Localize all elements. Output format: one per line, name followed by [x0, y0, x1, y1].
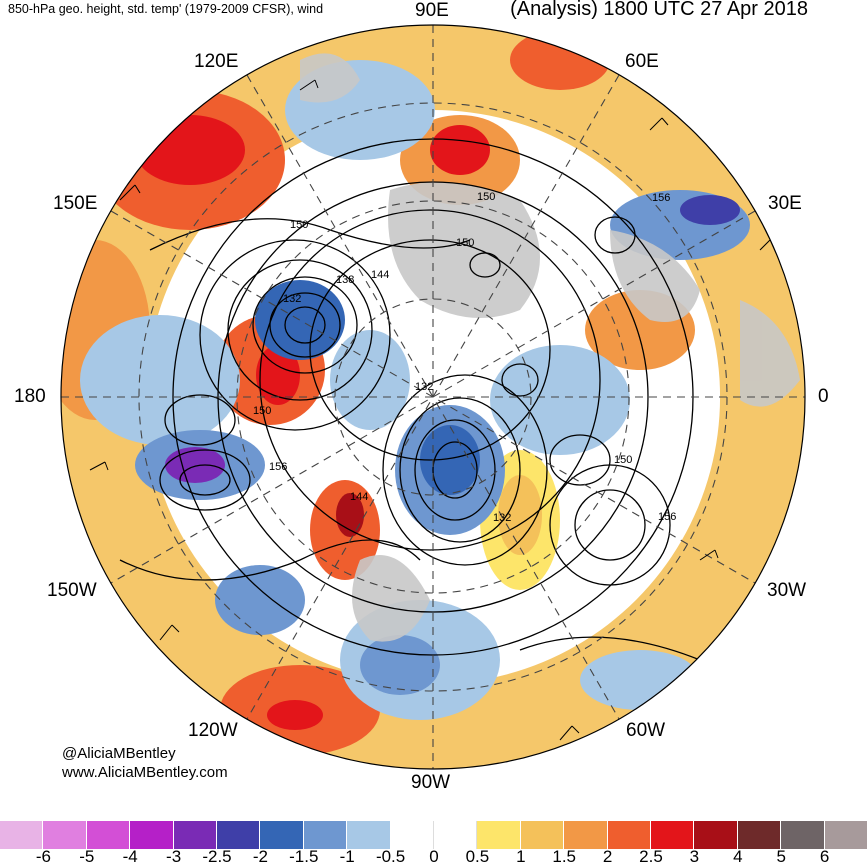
- colorbar-swatch: [217, 821, 261, 849]
- colorbar-tick-label: 2.5: [639, 847, 663, 866]
- polar-map: 150 138 144 132 150 150 156 132 144 132 …: [60, 24, 806, 770]
- colorbar-swatch: [607, 821, 651, 849]
- colorbar-tick-label: -0.5: [375, 847, 406, 866]
- lon-label-60w: 60W: [626, 720, 666, 741]
- colorbar-tick-label: 1: [516, 847, 526, 866]
- colorbar-swatch: [434, 821, 478, 849]
- contour-label: 150: [614, 454, 632, 466]
- colorbar-tick-label: 6: [819, 847, 830, 866]
- contour-label: 150: [456, 237, 474, 249]
- contour-label: 150: [253, 405, 271, 417]
- colorbar-swatch: [347, 821, 391, 849]
- colorbar-tick-label: -2: [252, 847, 268, 866]
- lon-label-60e: 60E: [625, 51, 659, 72]
- chart-subtitle: 850-hPa geo. height, std. temp' (1979-20…: [8, 2, 324, 16]
- colorbar-swatch: [477, 821, 521, 849]
- colorbar-swatch: [390, 821, 434, 849]
- colorbar-swatch: [0, 821, 44, 849]
- colorbar-swatch: [520, 821, 565, 849]
- colorbar-tick-label: 4: [733, 847, 743, 866]
- contour-label: 150: [477, 191, 495, 203]
- colorbar-tick-label: -4: [122, 847, 138, 866]
- lon-label-90e: 90E: [415, 0, 449, 21]
- contour-label: 132: [415, 381, 433, 393]
- colorbar-tick-label: -6: [35, 847, 51, 866]
- lon-label-30e: 30E: [768, 193, 802, 214]
- contour-label: 132: [493, 512, 511, 524]
- lon-label-120e: 120E: [194, 51, 239, 72]
- contour-label: 156: [652, 192, 670, 204]
- colorbar-swatch: [651, 821, 695, 849]
- website-credit: www.AliciaMBentley.com: [62, 764, 228, 781]
- colorbar-tick-label: -3: [166, 847, 182, 866]
- colorbar-swatch: [86, 821, 131, 849]
- contour-label: 156: [269, 461, 287, 473]
- colorbar-swatch: [737, 821, 782, 849]
- contour-label: 138: [336, 274, 354, 286]
- colorbar-swatch: [694, 821, 738, 849]
- colorbar: [0, 821, 868, 849]
- colorbar-swatch: [130, 821, 174, 849]
- colorbar-tick-label: 0.5: [465, 847, 490, 866]
- colorbar-swatch: [260, 821, 304, 849]
- contour-label: 132: [283, 293, 301, 305]
- colorbar-swatch: [303, 821, 348, 849]
- terrain-mask: [300, 53, 800, 769]
- contour-labels: 150 138 144 132 150 150 156 132 144 132 …: [253, 191, 676, 524]
- colorbar-tick-label: -2.5: [202, 847, 232, 866]
- contour-label: 150: [290, 219, 308, 231]
- colorbar-swatch: [564, 821, 608, 849]
- map-border: [60, 24, 806, 770]
- colorbar-tick-label: 3: [689, 847, 700, 866]
- lon-label-30w: 30W: [767, 580, 807, 601]
- analysis-time: (Analysis) 1800 UTC 27 Apr 2018: [510, 0, 808, 20]
- colorbar-swatch: [43, 821, 87, 849]
- contour-label: 144: [371, 269, 389, 281]
- colorbar-tick-label: 0: [429, 847, 439, 866]
- map-disc: [61, 25, 805, 769]
- lon-label-150e: 150E: [53, 193, 98, 214]
- colorbar-swatch: [173, 821, 217, 849]
- colorbar-tick-label: 5: [776, 847, 786, 866]
- contour-label: 144: [350, 491, 368, 503]
- lon-label-120w: 120W: [188, 720, 238, 741]
- colorbar-tick-label: -1: [339, 847, 355, 866]
- twitter-handle: @AliciaMBentley: [62, 745, 176, 762]
- lon-label-180: 180: [14, 386, 46, 407]
- colorbar-swatch: [824, 821, 868, 849]
- colorbar-tick-label: -1.5: [289, 847, 319, 866]
- lon-label-150w: 150W: [47, 580, 97, 601]
- colorbar-tick-label: -5: [79, 847, 95, 866]
- contour-label: 156: [658, 511, 676, 523]
- colorbar-swatch: [781, 821, 825, 849]
- lon-label-90w: 90W: [411, 772, 451, 793]
- colorbar-tick-label: 1.5: [552, 847, 576, 866]
- colorbar-tick-label: 2: [602, 847, 613, 866]
- lon-label-0: 0: [818, 386, 829, 407]
- graticule: [61, 25, 805, 769]
